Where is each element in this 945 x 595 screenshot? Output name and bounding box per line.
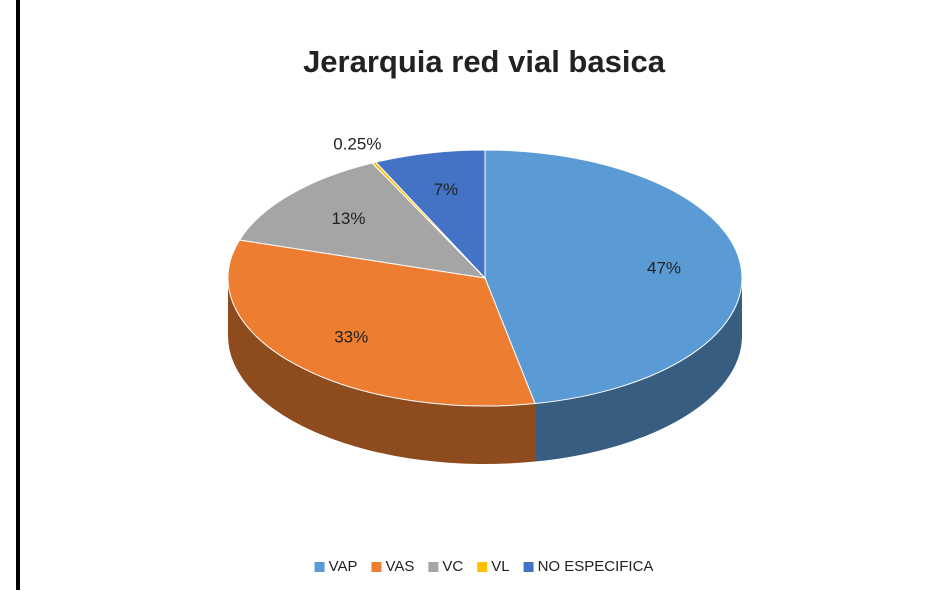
legend-label: VAP [329, 558, 358, 575]
legend-swatch [371, 562, 382, 572]
legend-swatch [314, 562, 325, 572]
chart-title: Jerarquia red vial basica [303, 44, 666, 79]
slice [238, 162, 487, 279]
legend-label: VAS [385, 558, 414, 575]
legend-label: NO ESPECIFICA [538, 558, 654, 575]
legend-swatch [523, 562, 534, 572]
legend-label: VL [491, 558, 509, 575]
data-label: 33% [334, 327, 368, 346]
legend-swatch [477, 562, 488, 572]
slice-side [535, 278, 742, 462]
slice [374, 149, 486, 280]
slice [227, 239, 536, 407]
legend-label: VC [442, 558, 463, 575]
legend-swatch [428, 562, 439, 572]
slice [484, 149, 743, 405]
data-label: 7% [434, 180, 459, 199]
left-border [16, 0, 20, 590]
data-label: 13% [331, 209, 365, 228]
data-label: 47% [647, 259, 681, 278]
data-label: 0.25% [333, 135, 381, 154]
slice-side [228, 278, 536, 465]
